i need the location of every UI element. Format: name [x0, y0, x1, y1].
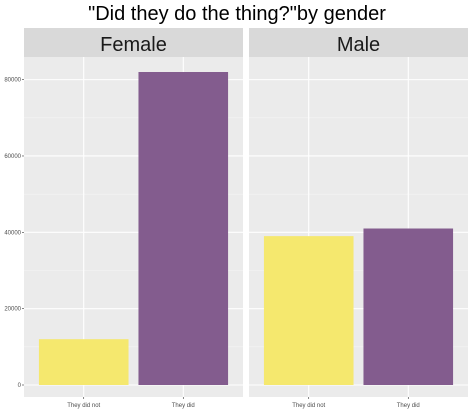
facet-strip-male: [249, 28, 468, 57]
y-tick-label: 20000: [4, 307, 21, 313]
x-tick-label: They did not: [67, 403, 100, 409]
bar-female-they-did: [138, 72, 229, 385]
x-tick-label: They did: [397, 403, 420, 409]
bar-male-they-did-not: [263, 236, 354, 385]
y-tick-label: 0: [18, 383, 22, 389]
facet-label: Male: [337, 34, 380, 56]
bar-female-they-did-not: [38, 339, 129, 385]
x-tick-label: They did: [172, 403, 195, 409]
y-tick-label: 60000: [4, 154, 21, 160]
bar-male-they-did: [363, 228, 454, 385]
y-tick-label: 40000: [4, 230, 21, 236]
y-tick-label: 80000: [4, 78, 21, 84]
panels-layer: 0 20000 40000 60000 80000 Female They did not T…: [4, 28, 468, 409]
facet-label: Female: [100, 34, 167, 56]
facet-strip-female: [24, 28, 243, 57]
chart-title: "Did they do the thing?"by gender: [88, 3, 386, 25]
x-tick-label: They did not: [292, 403, 325, 409]
